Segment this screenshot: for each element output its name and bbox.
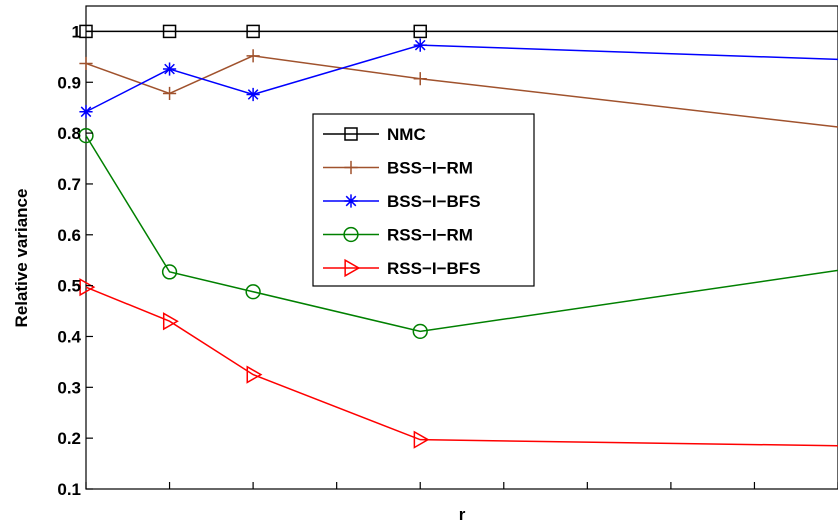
data-point xyxy=(162,312,179,331)
data-point xyxy=(79,278,96,297)
series-BSS−I−BFS xyxy=(79,38,838,119)
y-tick-label: 0.7 xyxy=(57,175,81,194)
data-point xyxy=(413,72,427,86)
data-point xyxy=(79,105,93,119)
series-line xyxy=(85,286,838,447)
data-point xyxy=(343,226,359,243)
y-tick-label: 0.2 xyxy=(57,429,81,448)
y-axis-label: Relative variance xyxy=(12,189,31,328)
y-tick-label: 0.3 xyxy=(57,378,81,397)
data-point xyxy=(344,258,361,278)
data-point xyxy=(413,430,430,449)
legend-label: RSS−I−BFS xyxy=(387,259,481,278)
data-point xyxy=(246,24,260,39)
legend-item: RSS−I−BFS xyxy=(323,258,481,278)
legend-item: BSS−I−BFS xyxy=(323,192,481,211)
legend-label: BSS−I−RM xyxy=(387,159,473,178)
y-tick-label: 0.9 xyxy=(57,73,81,92)
data-point xyxy=(78,127,94,144)
legend-label: BSS−I−BFS xyxy=(387,192,481,211)
data-point xyxy=(413,38,427,52)
y-tick-label: 0.8 xyxy=(57,124,81,143)
legend: NMC BSS−I−RM BSS−I−BFS RSS−I−RM RSS−I−BFS xyxy=(312,113,535,287)
data-point xyxy=(246,365,263,384)
data-point xyxy=(344,160,358,175)
data-point xyxy=(246,87,260,102)
y-tick-label: 0.4 xyxy=(57,327,81,346)
x-axis-label: r xyxy=(459,505,466,523)
legend-label: NMC xyxy=(387,125,426,144)
y-tick-label: 0.1 xyxy=(57,480,81,499)
series-RSS−I−RM xyxy=(78,127,838,340)
legend-label: RSS−I−RM xyxy=(387,226,473,245)
data-point xyxy=(245,284,261,300)
series-layer xyxy=(78,24,838,449)
data-point xyxy=(413,24,427,39)
legend-item: NMC xyxy=(323,125,426,144)
data-point xyxy=(344,194,358,208)
legend-item: RSS−I−RM xyxy=(323,226,473,245)
data-point xyxy=(246,49,260,63)
y-tick-label: 0.6 xyxy=(57,226,81,245)
data-point xyxy=(161,264,178,280)
y-tick-label: 0.5 xyxy=(57,277,81,296)
data-point xyxy=(412,323,428,340)
data-point xyxy=(162,24,177,39)
legend-item: BSS−I−RM xyxy=(323,159,473,178)
y-tick-label: 1 xyxy=(72,22,81,41)
data-point xyxy=(344,127,358,141)
data-point xyxy=(162,86,177,101)
series-RSS−I−BFS xyxy=(79,278,838,449)
series-line xyxy=(85,135,838,333)
data-point xyxy=(79,56,93,71)
tick-layer: 0.1 0.2 0.3 0.4 0.5 0.6 0.7 0.8 0.9 1 xyxy=(57,22,838,499)
data-point xyxy=(162,62,177,76)
